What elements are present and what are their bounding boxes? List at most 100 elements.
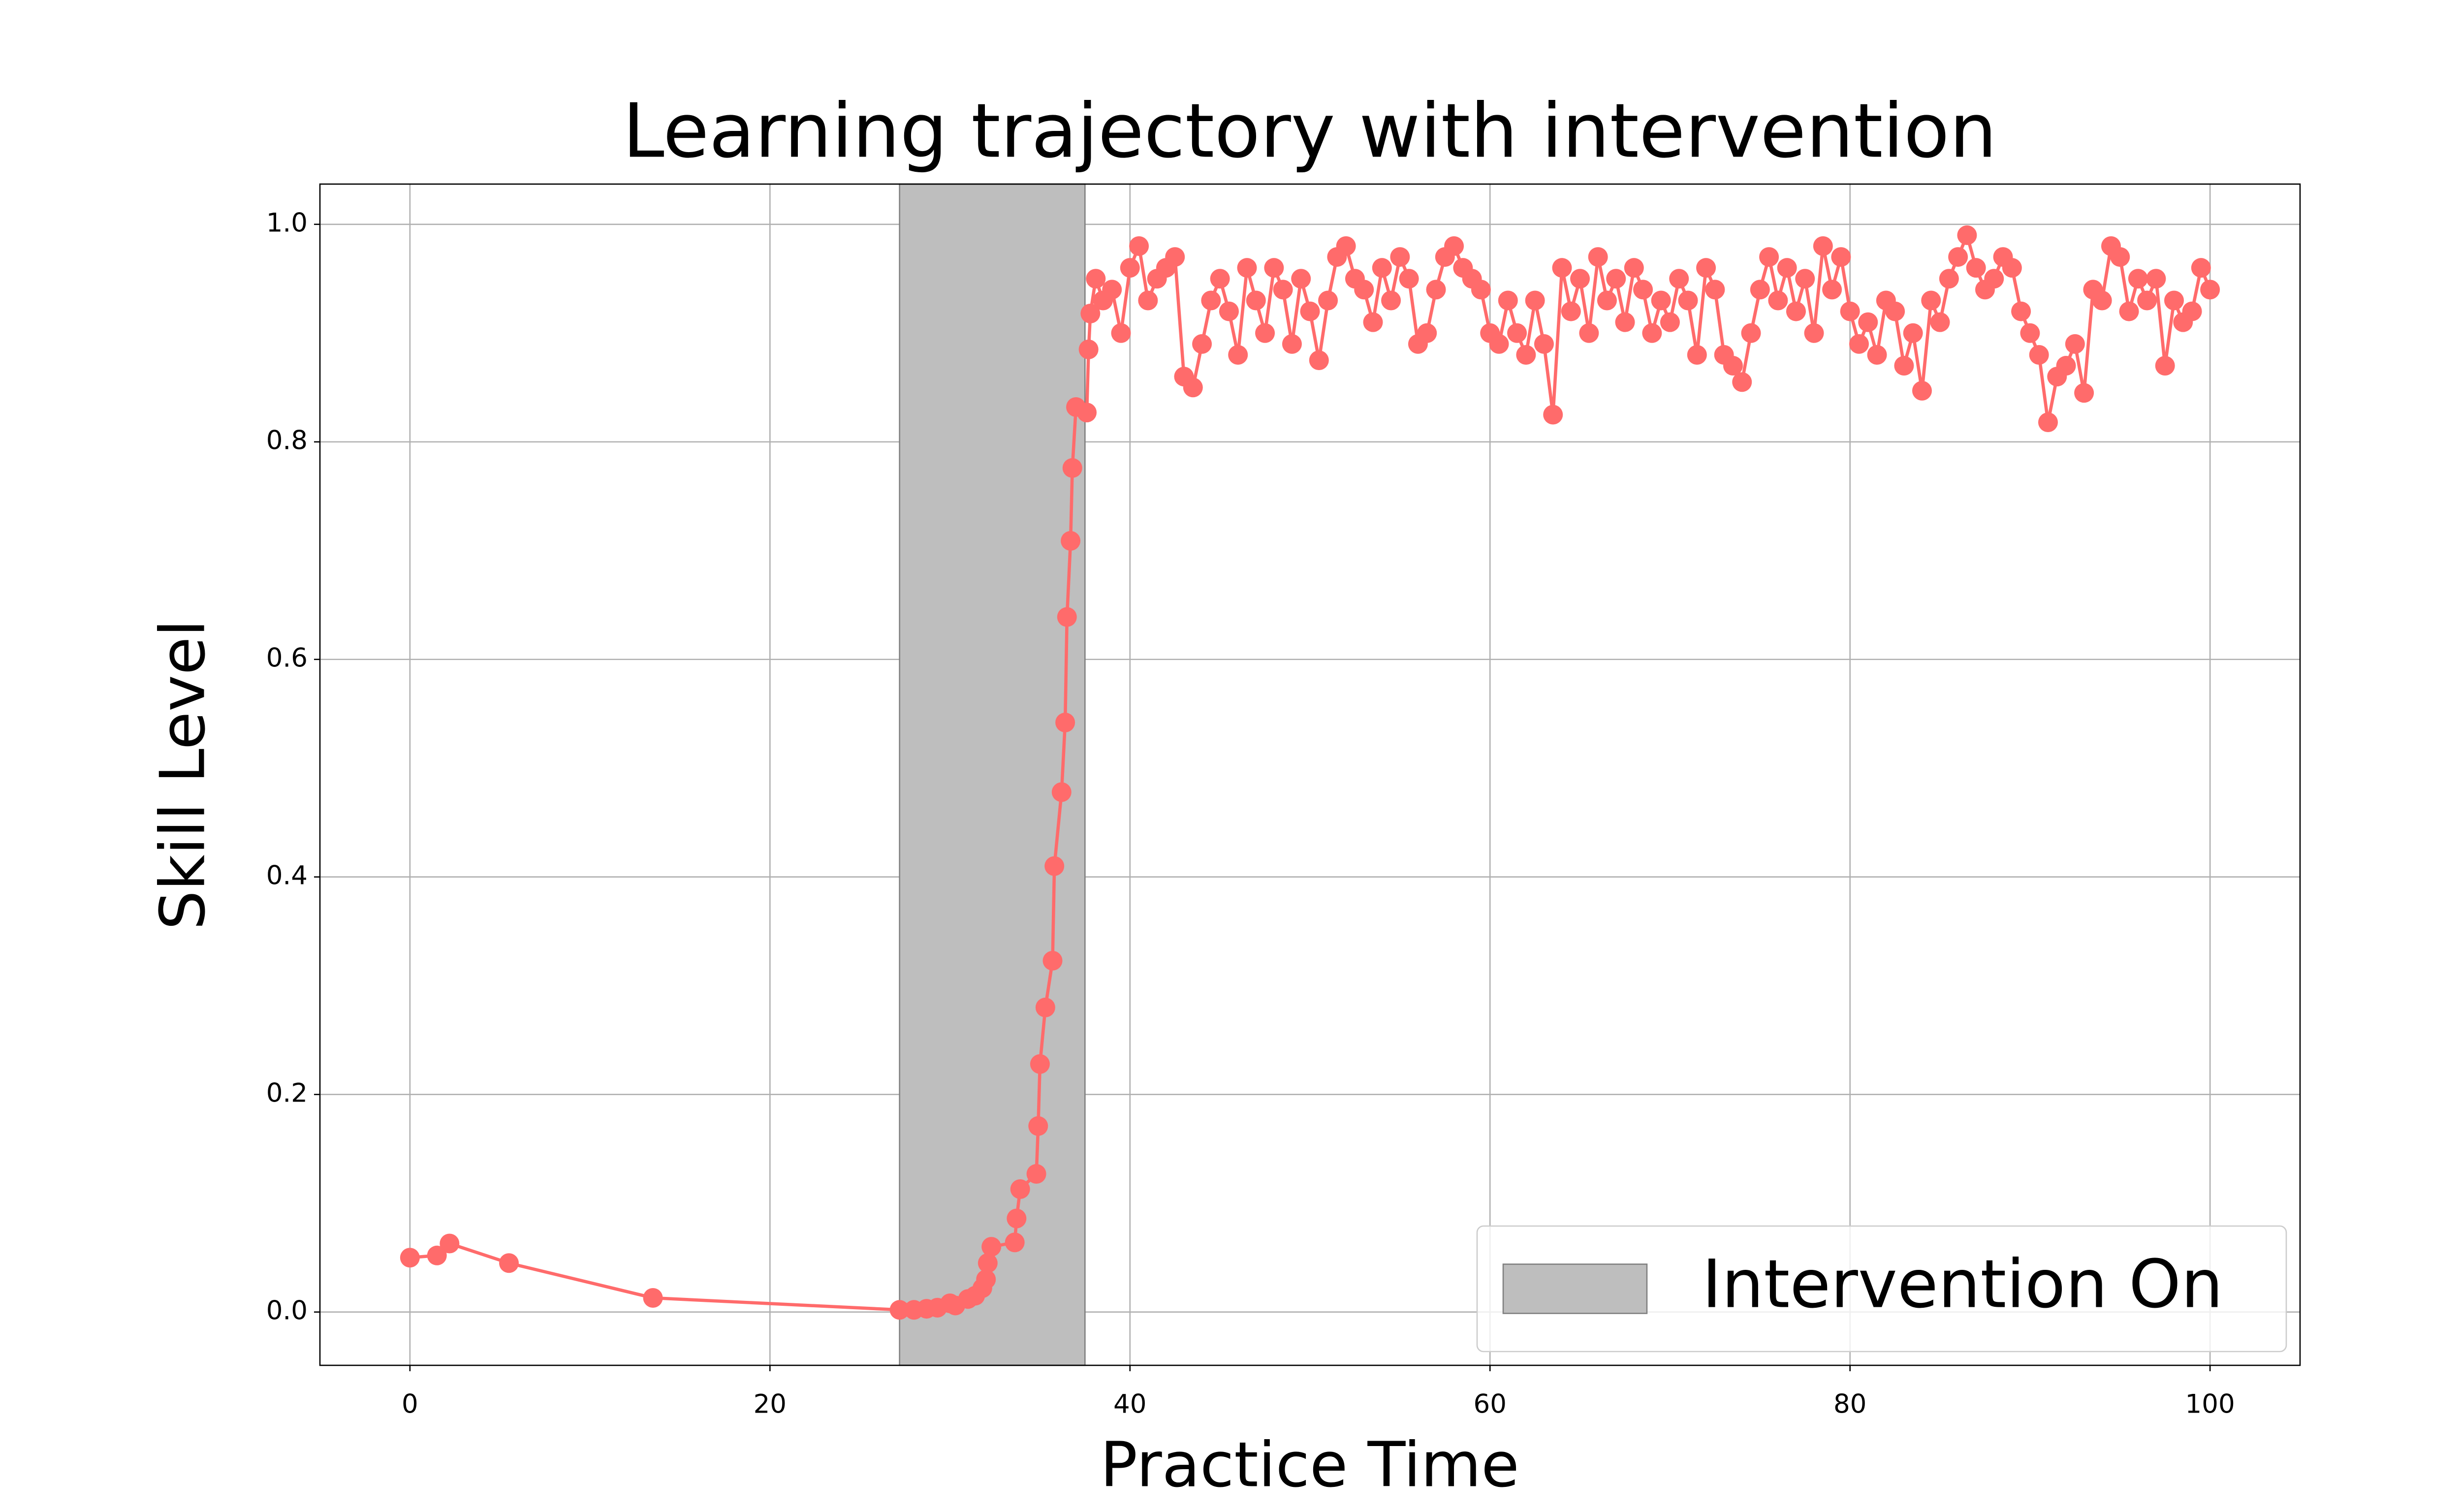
marker [1561, 301, 1581, 321]
marker [1282, 334, 1302, 354]
marker [1786, 301, 1806, 321]
marker [2164, 290, 2184, 311]
marker [2038, 412, 2058, 432]
marker [1624, 258, 1644, 278]
marker [2029, 345, 2049, 365]
marker [1129, 236, 1149, 256]
marker [1525, 290, 1545, 311]
marker [1078, 339, 1099, 359]
marker [1732, 372, 1752, 392]
x-axis-label: Practice Time [1100, 1429, 1519, 1501]
marker [1051, 782, 1072, 802]
marker [1201, 290, 1221, 311]
marker [1390, 247, 1410, 267]
marker [1318, 290, 1338, 311]
marker [1010, 1179, 1030, 1199]
marker [1035, 997, 1055, 1017]
marker [1966, 258, 1986, 278]
marker [1030, 1054, 1050, 1074]
marker [2110, 247, 2130, 267]
marker [1005, 1232, 1025, 1253]
marker [1921, 290, 1941, 311]
legend-label: Intervention On [1702, 1246, 2223, 1323]
marker [1669, 269, 1689, 289]
marker [1111, 323, 1131, 343]
marker [1291, 269, 1311, 289]
marker [1579, 323, 1599, 343]
marker [978, 1253, 998, 1273]
marker [1336, 236, 1356, 256]
marker [1192, 334, 1212, 354]
marker [2092, 290, 2112, 311]
marker [1498, 290, 1518, 311]
marker [1444, 236, 1464, 256]
marker [1606, 269, 1626, 289]
marker [1984, 269, 2004, 289]
marker [1057, 607, 1077, 627]
marker [2011, 301, 2031, 321]
marker [2146, 269, 2166, 289]
marker [1588, 247, 1608, 267]
marker [1102, 280, 1122, 300]
y-tick-label: 0.6 [266, 643, 308, 673]
marker [2182, 301, 2202, 321]
marker [2002, 258, 2022, 278]
marker [1759, 247, 1779, 267]
marker [1309, 350, 1329, 371]
marker [1768, 290, 1788, 311]
marker [1080, 303, 1101, 323]
marker [889, 1300, 910, 1320]
marker [976, 1269, 996, 1290]
marker [440, 1233, 460, 1254]
marker [1138, 290, 1158, 311]
marker [1741, 323, 1761, 343]
y-tick-label: 0.2 [266, 1078, 308, 1108]
marker [1570, 269, 1590, 289]
marker [1042, 950, 1063, 971]
marker [1795, 269, 1815, 289]
marker [1750, 280, 1770, 300]
marker [2065, 334, 2085, 354]
marker [499, 1253, 519, 1273]
marker [1086, 269, 1106, 289]
marker [1822, 280, 1842, 300]
marker [1237, 258, 1257, 278]
marker [1804, 323, 1824, 343]
marker [1055, 712, 1075, 732]
marker [1687, 345, 1707, 365]
marker [643, 1288, 663, 1308]
marker [1489, 334, 1509, 354]
x-tick-label: 100 [2185, 1389, 2235, 1419]
marker [1273, 280, 1293, 300]
marker [1858, 312, 1878, 332]
marker [1028, 1116, 1048, 1136]
marker [1642, 323, 1662, 343]
marker [400, 1248, 420, 1268]
x-tick-label: 20 [754, 1389, 787, 1419]
marker [1543, 405, 1563, 425]
legend-box [1476, 1225, 2287, 1353]
y-tick-label: 0.8 [266, 425, 308, 455]
marker [1255, 323, 1275, 343]
marker [2137, 290, 2157, 311]
marker [1705, 280, 1725, 300]
marker [1948, 247, 1968, 267]
marker [1813, 236, 1833, 256]
marker [1471, 280, 1491, 300]
marker [1372, 258, 1392, 278]
marker [1219, 301, 1239, 321]
marker [1264, 258, 1284, 278]
marker [1651, 290, 1671, 311]
x-tick-label: 40 [1113, 1389, 1146, 1419]
marker [1007, 1208, 1027, 1228]
chart-title: Learning trajectory with intervention [623, 88, 1997, 175]
marker [1633, 280, 1653, 300]
x-tick-label: 80 [1833, 1389, 1866, 1419]
marker [1183, 378, 1203, 398]
marker [1300, 301, 1320, 321]
marker [1939, 269, 1959, 289]
marker [1552, 258, 1572, 278]
marker [2056, 356, 2076, 376]
intervention-span [899, 183, 1086, 1366]
